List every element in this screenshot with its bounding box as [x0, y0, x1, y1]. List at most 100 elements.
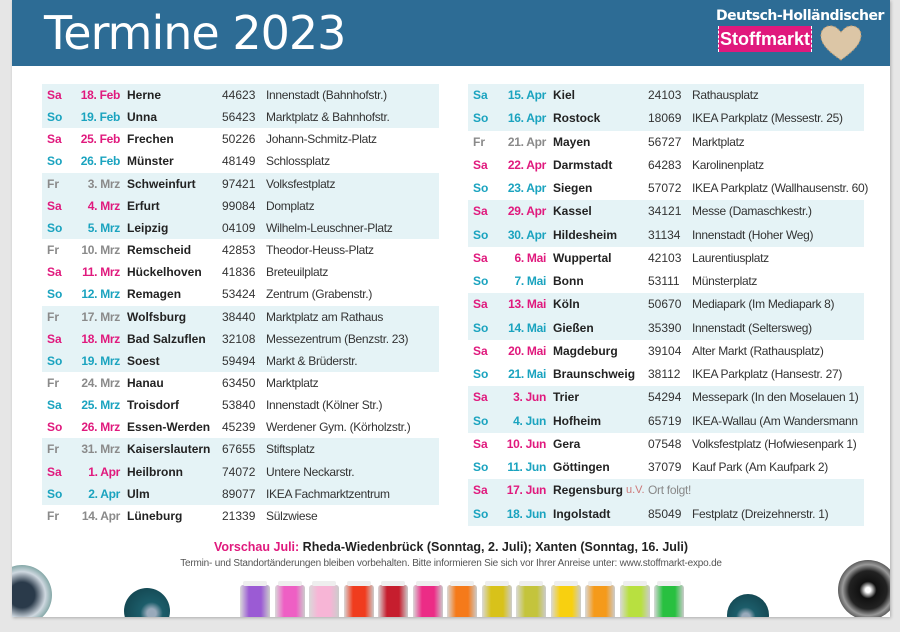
- date: 25. Mrz: [81, 398, 120, 413]
- table-row: So 12. Mrz Remagen 53424 Zentrum (Grabenstr.…: [42, 283, 439, 305]
- city: Hückelhoven: [127, 265, 202, 280]
- city: Kassel: [553, 204, 592, 219]
- postal-code: 44623: [222, 88, 256, 102]
- city: Essen-Werden: [127, 420, 211, 435]
- table-row: Sa 10. Jun Gera 07548 Volksfestplatz (Hofwie…: [468, 433, 864, 456]
- venue: Münsterplatz: [692, 274, 758, 288]
- date: 11. Mrz: [82, 265, 120, 280]
- table-row: So 21. Mai Braunschweig 38112 IKEA Parkplatz…: [468, 363, 864, 386]
- table-row: Fr 14. Apr Lüneburg 21339 Sülzwiese: [42, 505, 439, 527]
- logo-stoffmarkt: Stoffmarkt: [718, 26, 812, 52]
- date: 24. Mrz: [81, 375, 120, 390]
- city: Regensburg: [553, 483, 624, 498]
- city: Hofheim: [553, 413, 601, 428]
- table-row: So 5. Mrz Leipzig 04109 Wilhelm-Leuschner-Pl…: [42, 216, 439, 240]
- weekday: So: [47, 220, 63, 235]
- city: Braunschweig: [553, 367, 636, 381]
- weekday: Sa: [473, 157, 488, 172]
- date: 23. Apr: [507, 181, 546, 195]
- table-row: Sa 18. Mrz Bad Salzuflen 32108 Messezentrum …: [42, 327, 439, 350]
- venue: Volksfestplatz: [266, 176, 336, 191]
- city: Bad Salzuflen: [127, 331, 206, 346]
- logo-subtitle: Deutsch-Holländischer: [716, 8, 884, 24]
- postal-code: 74072: [222, 464, 256, 479]
- july-preview: Vorschau Juli: Rheda-Wiedenbrück (Sonnta…: [12, 540, 890, 554]
- postal-code: 42853: [222, 243, 256, 258]
- venue: Innenstadt (Hoher Weg): [692, 227, 814, 242]
- weekday: Sa: [47, 265, 62, 280]
- postal-code: 97421: [222, 176, 256, 191]
- postal-code: 38112: [648, 367, 681, 381]
- weekday: Fr: [473, 134, 485, 149]
- weekday: So: [47, 353, 63, 368]
- table-row: Sa 13. Mai Köln 50670 Mediapark (Im Mediapar…: [468, 293, 864, 317]
- postal-code: 38440: [222, 309, 256, 324]
- postal-code: 65719: [648, 413, 682, 428]
- date: 16. Apr: [507, 111, 546, 126]
- venue: Ort folgt!: [648, 483, 692, 498]
- note-unter-vorbehalt: u.V.: [626, 484, 645, 497]
- date: 19. Feb: [80, 110, 121, 125]
- city: Frechen: [127, 132, 174, 147]
- postal-code: 64283: [648, 157, 682, 172]
- date: 18. Mrz: [81, 331, 120, 346]
- postal-code: 53840: [222, 398, 256, 413]
- date: 21. Mai: [508, 367, 546, 381]
- table-row: Sa 1. Apr Heilbronn 74072 Untere Neckarstr.: [42, 460, 439, 483]
- date: 11. Jun: [507, 460, 546, 474]
- table-row: So 4. Jun Hofheim 65719 IKEA-Wallau (Am Wand…: [468, 409, 864, 433]
- city: Ulm: [127, 486, 150, 501]
- venue: Innenstadt (Bahnhofstr.): [266, 88, 387, 102]
- city: Hanau: [127, 375, 164, 390]
- table-row: Sa 20. Mai Magdeburg 39104 Alter Markt (Rath…: [468, 340, 864, 363]
- table-row: Sa 18. Feb Herne 44623 Innenstadt (Bahnhofst…: [42, 84, 439, 107]
- weekday: Sa: [473, 250, 488, 265]
- venue: IKEA Fachmarktzentrum: [266, 486, 390, 501]
- weekday: Sa: [47, 398, 62, 413]
- thread-spool: [654, 581, 684, 617]
- venue: Schlossplatz: [266, 154, 330, 169]
- date: 3. Jun: [513, 390, 546, 405]
- postal-code: 56727: [648, 134, 682, 149]
- table-row: So 23. Apr Siegen 57072 IKEA Parkplatz (Wall…: [468, 177, 868, 200]
- thread-spool: [343, 581, 374, 617]
- thread-spool: [516, 581, 546, 617]
- postal-code: 32108: [222, 331, 256, 346]
- table-row: So 7. Mai Bonn 53111 Münsterplatz: [468, 270, 864, 293]
- date: 30. Apr: [507, 227, 546, 242]
- weekday: So: [47, 287, 63, 302]
- weekday: Sa: [473, 297, 488, 312]
- venue: Messe (Damaschkestr.): [692, 204, 812, 219]
- table-row: Sa 29. Apr Kassel 34121 Messe (Damaschkestr.…: [468, 200, 864, 224]
- date: 5. Mrz: [87, 220, 121, 235]
- weekday: Sa: [47, 132, 62, 147]
- postal-code: 39104: [648, 343, 682, 358]
- postal-code: 21339: [222, 508, 256, 523]
- thread-spool: [585, 581, 615, 617]
- date: 4. Jun: [513, 413, 546, 428]
- venue: Kauf Park (Am Kaufpark 2): [692, 460, 828, 474]
- date: 10. Jun: [506, 436, 547, 451]
- postal-code: 41836: [222, 265, 256, 280]
- table-row: So 2. Apr Ulm 89077 IKEA Fachmarktzentrum: [42, 482, 439, 505]
- table-row: Sa 25. Feb Frechen 50226 Johann-Schmitz-Plat…: [42, 128, 439, 150]
- date: 14. Mai: [508, 320, 546, 335]
- date: 6. Mai: [514, 250, 546, 265]
- thread-spool: [309, 581, 339, 617]
- weekday: Sa: [473, 88, 488, 102]
- button-image-teal-right: [727, 594, 769, 617]
- table-row: So 11. Jun Göttingen 37079 Kauf Park (Am Kau…: [468, 456, 864, 479]
- postal-code: 34121: [648, 204, 682, 219]
- heart-icon: [820, 25, 862, 61]
- weekday: Sa: [47, 331, 62, 346]
- city: Unna: [127, 110, 157, 125]
- date: 17. Jun: [506, 483, 547, 498]
- table-row: So 16. Apr Rostock 18069 IKEA Parkplatz (Mes…: [468, 107, 864, 131]
- venue: Alter Markt (Rathausplatz): [692, 343, 824, 358]
- table-row: So 19. Mrz Soest 59494 Markt & Brüderstr.: [42, 349, 439, 372]
- city: Siegen: [553, 181, 593, 195]
- city: Darmstadt: [553, 157, 613, 172]
- table-row: Fr 31. Mrz Kaiserslautern 67655 Stiftsplatz: [42, 438, 439, 461]
- date: 17. Mrz: [81, 309, 120, 324]
- weekday: So: [47, 486, 63, 501]
